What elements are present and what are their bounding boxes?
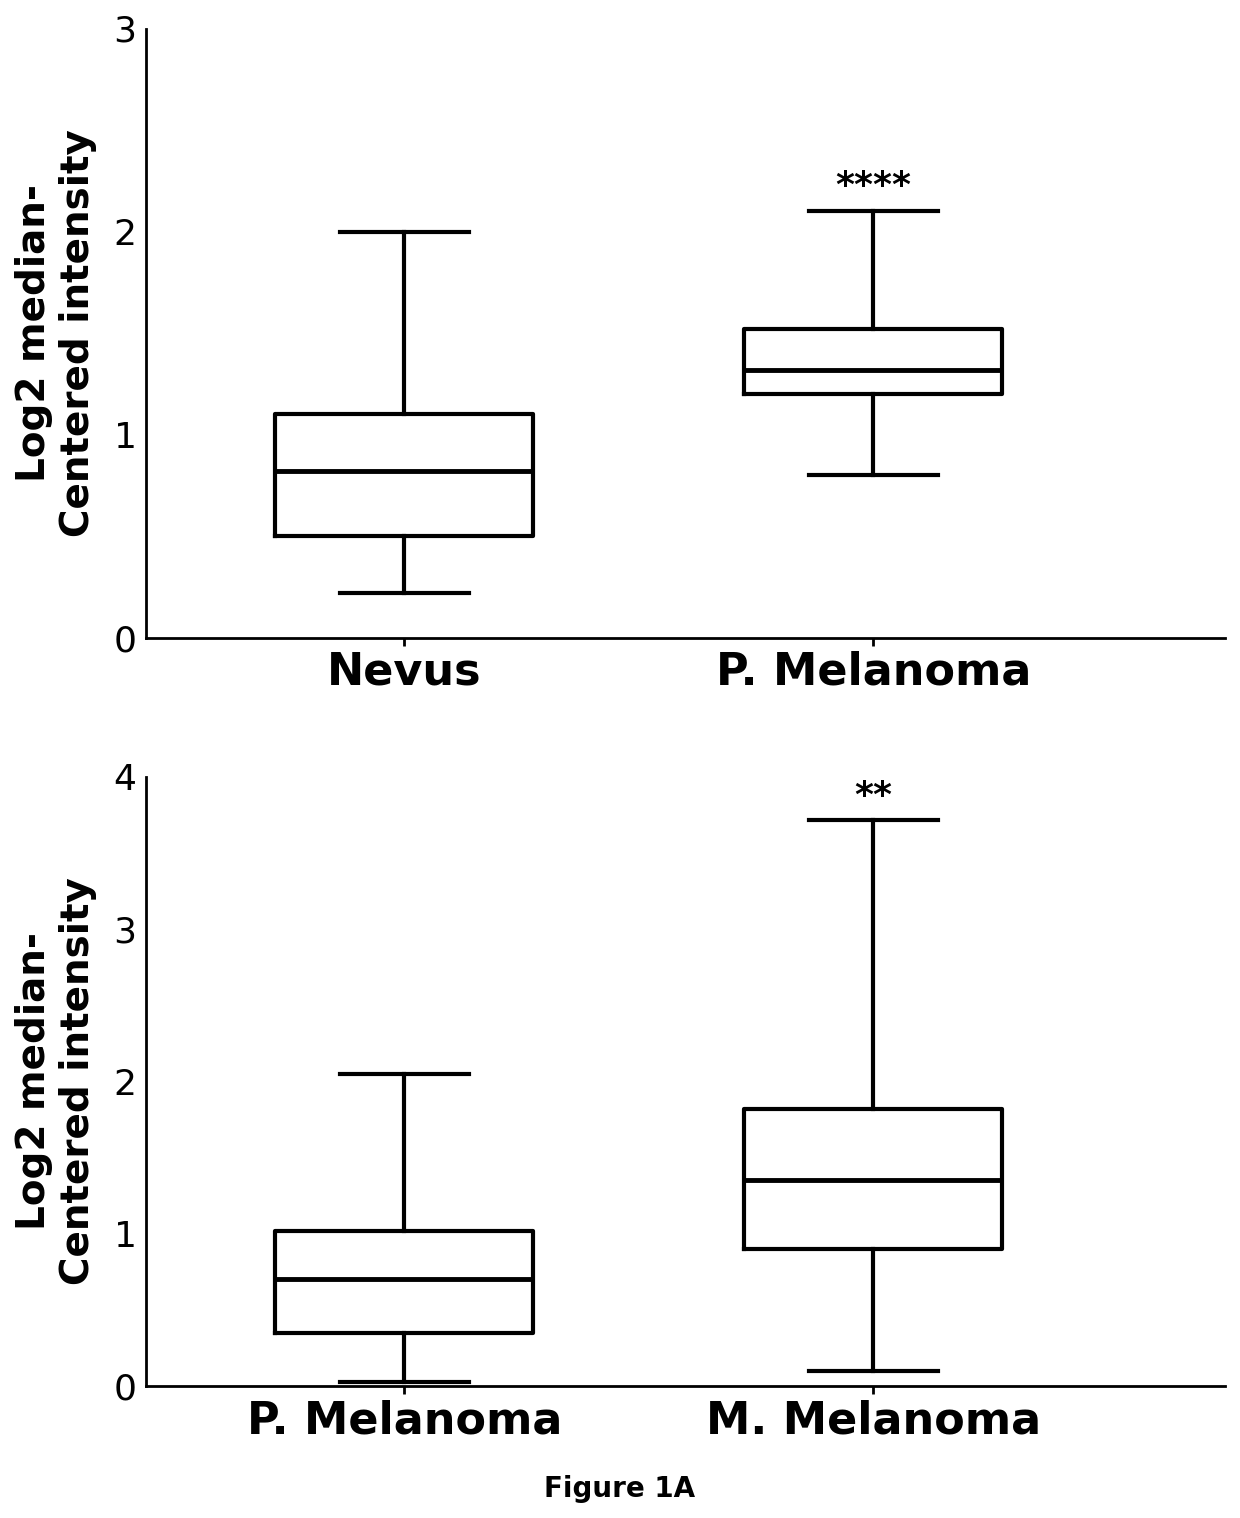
- Y-axis label: Log2 median-
Centered intensity: Log2 median- Centered intensity: [15, 129, 97, 537]
- Y-axis label: Log2 median-
Centered intensity: Log2 median- Centered intensity: [15, 877, 97, 1286]
- Text: **: **: [854, 779, 893, 814]
- Text: Figure 1A: Figure 1A: [544, 1475, 696, 1503]
- Text: ****: ****: [836, 168, 911, 203]
